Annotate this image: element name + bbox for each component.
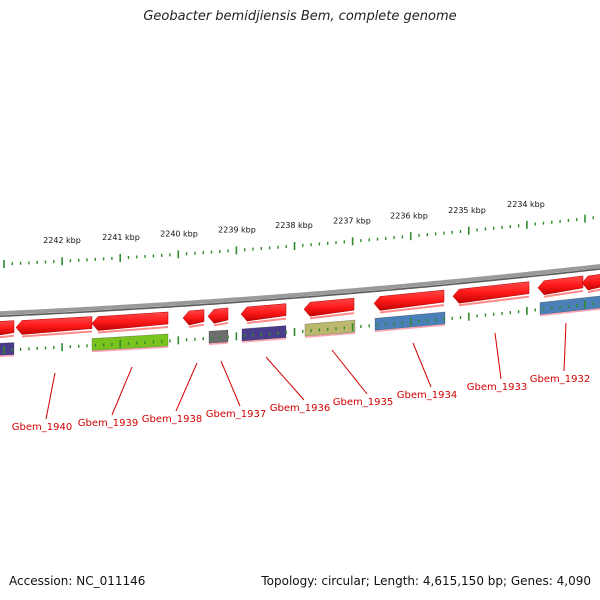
cog-block-edge <box>304 332 356 338</box>
gene-leader-line <box>45 372 56 420</box>
scale-label: 2236 kbp <box>390 211 428 220</box>
gene-arrow <box>581 274 600 291</box>
gene-label: Gbem_1935 <box>333 397 393 408</box>
gene-arrow-shadow <box>379 304 445 314</box>
gene-arrow <box>15 316 93 335</box>
gene-label: Gbem_1939 <box>78 418 138 429</box>
gene-arrow-shadow <box>543 289 584 298</box>
backbone-line <box>0 263 600 316</box>
gene-leader-line <box>111 366 133 416</box>
gene-arrow-shadow <box>21 330 93 338</box>
gene-labels: Gbem_1940 Gbem_1939 Gbem_1938 Gbem_1937 Gbem… <box>12 322 590 433</box>
cog-block-edge <box>91 346 169 353</box>
gene-arrow <box>91 311 169 331</box>
scale-label: 2234 kbp <box>507 200 545 209</box>
scale-label: 2239 kbp <box>218 225 256 234</box>
inner-tick-ring <box>3 300 594 355</box>
gene-label: Gbem_1940 <box>12 422 72 433</box>
scale-label: 2242 kbp <box>43 236 81 245</box>
gene-leader-line <box>175 362 198 412</box>
cog-block-edge <box>374 324 446 333</box>
gene-arrow-shadow <box>97 325 169 334</box>
gene-leader-line <box>265 356 305 401</box>
gene-leader-line <box>220 360 241 407</box>
genome-summary-text: Topology: circular; Length: 4,615,150 bp… <box>261 574 591 588</box>
cog-block <box>539 295 600 315</box>
gene-label: Gbem_1933 <box>467 382 527 393</box>
cog-block <box>208 329 229 344</box>
cog-block-edge <box>0 354 15 357</box>
map-title: Geobacter bemidjiensis Bem, complete gen… <box>143 9 457 24</box>
gene-arrow <box>207 307 229 324</box>
gene-arrow <box>0 320 15 336</box>
scale-label: 2238 kbp <box>275 221 313 230</box>
scale-label: 2237 kbp <box>333 216 371 225</box>
backbone-shadow <box>0 268 600 318</box>
scale-label: 2240 kbp <box>160 229 198 238</box>
gene-arrow <box>373 289 445 311</box>
gene-label: Gbem_1938 <box>142 414 202 425</box>
cog-block-edge <box>539 308 600 317</box>
gene-label: Gbem_1936 <box>270 403 330 414</box>
scale-label: 2241 kbp <box>102 233 140 242</box>
gene-arrow-shadow <box>213 321 229 327</box>
gene-arrow-shadow <box>587 288 600 293</box>
gene-arrow <box>452 281 530 304</box>
gene-arrow-shadow <box>458 295 530 307</box>
gene-arrow-shadow <box>309 312 355 320</box>
gene-label: Gbem_1932 <box>530 374 590 385</box>
gene-leader-line <box>412 342 432 388</box>
cog-block-edge <box>241 337 287 343</box>
gene-arrow-shadow <box>246 317 287 325</box>
cog-block <box>241 325 287 342</box>
gene-arrow <box>182 309 205 326</box>
gene-track <box>0 274 600 339</box>
gene-arrow <box>240 303 287 322</box>
gene-label: Gbem_1937 <box>206 409 266 420</box>
gene-arrow <box>303 297 355 317</box>
outer-tick-ring <box>3 214 594 269</box>
cog-block <box>91 333 169 351</box>
gene-leader-line <box>331 349 368 395</box>
gene-leader-line <box>563 322 567 372</box>
cog-track <box>0 295 600 357</box>
cog-block-edge <box>208 342 229 346</box>
genome-backbone <box>0 263 600 318</box>
accession-text: Accession: NC_011146 <box>9 574 146 588</box>
gene-label: Gbem_1934 <box>397 390 457 401</box>
scale-label: 2235 kbp <box>448 206 486 215</box>
gene-leader-line <box>494 332 502 380</box>
gene-arrow-shadow <box>0 334 15 339</box>
gene-arrow-shadow <box>188 323 205 329</box>
scale-labels: 2242 kbp 2241 kbp 2240 kbp 2239 kbp 2238 kbp… <box>43 200 545 245</box>
cog-block <box>304 319 356 337</box>
